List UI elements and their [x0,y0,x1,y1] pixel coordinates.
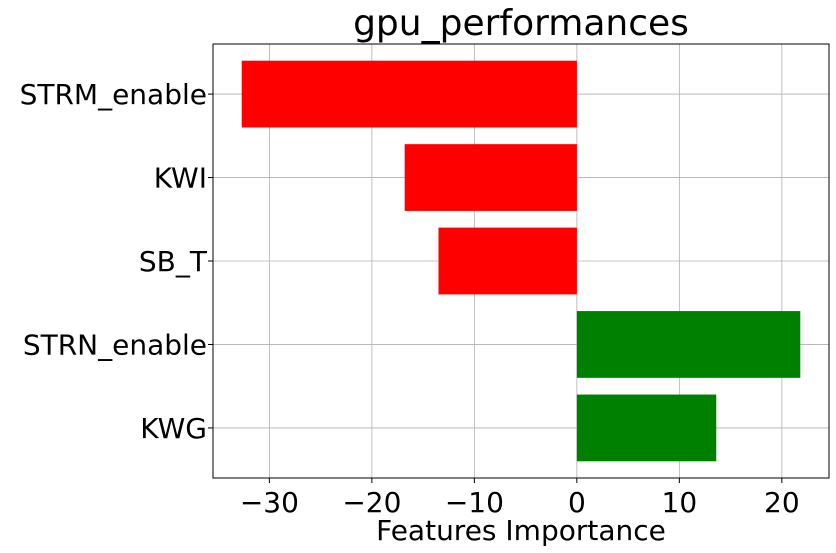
x-tick-label: 20 [764,486,800,519]
bar-strn-enable [576,311,801,378]
x-tick-label: 10 [662,486,698,519]
y-tick-label: KWG [140,412,207,445]
y-tick-label: STRN_enable [23,328,207,361]
bars [241,60,801,462]
y-tick-label: STRM_enable [20,78,207,111]
x-tick-label: −10 [445,486,504,519]
x-tick-label: 0 [568,486,586,519]
y-ticks: STRM_enable KWI SB_T STRN_enable KWG [20,78,213,445]
x-axis-label: Features Importance [376,514,666,547]
x-tick-label: −20 [342,486,401,519]
x-tick-label: −30 [240,486,299,519]
bar-kwi [404,144,577,211]
x-ticks: −30 −20 −10 0 10 20 [240,478,800,519]
bar-strm-enable [241,60,577,128]
chart-title: gpu_performances [353,3,689,44]
y-tick-label: SB_T [139,245,208,278]
bar-sb-t [438,227,577,295]
y-tick-label: KWI [154,162,207,195]
bar-kwg [576,394,717,462]
